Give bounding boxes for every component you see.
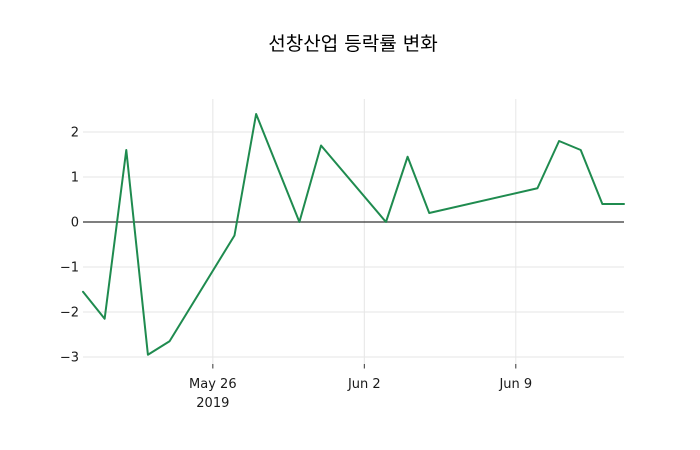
gridlines bbox=[83, 99, 624, 364]
y-tick-label: −3 bbox=[60, 351, 79, 366]
y-tick-label: 2 bbox=[71, 126, 79, 141]
x-tick-year-label: 2019 bbox=[196, 396, 229, 411]
series-line bbox=[82, 113, 625, 356]
y-tick-label: 1 bbox=[71, 171, 79, 186]
x-tick-label: Jun 2 bbox=[347, 377, 381, 392]
axes: May 26 2019 Jun 2 Jun 9 2 1 0 −1 −2 −3 bbox=[60, 126, 624, 411]
y-tick-label: −2 bbox=[60, 306, 79, 321]
x-tick-label: Jun 9 bbox=[498, 377, 532, 392]
data-series bbox=[82, 113, 625, 356]
y-tick-label: −1 bbox=[60, 261, 79, 276]
y-tick-label: 0 bbox=[71, 216, 79, 231]
x-tick-label: May 26 bbox=[189, 377, 237, 392]
chart-title: 선창산업 등락률 변화 bbox=[268, 33, 437, 55]
